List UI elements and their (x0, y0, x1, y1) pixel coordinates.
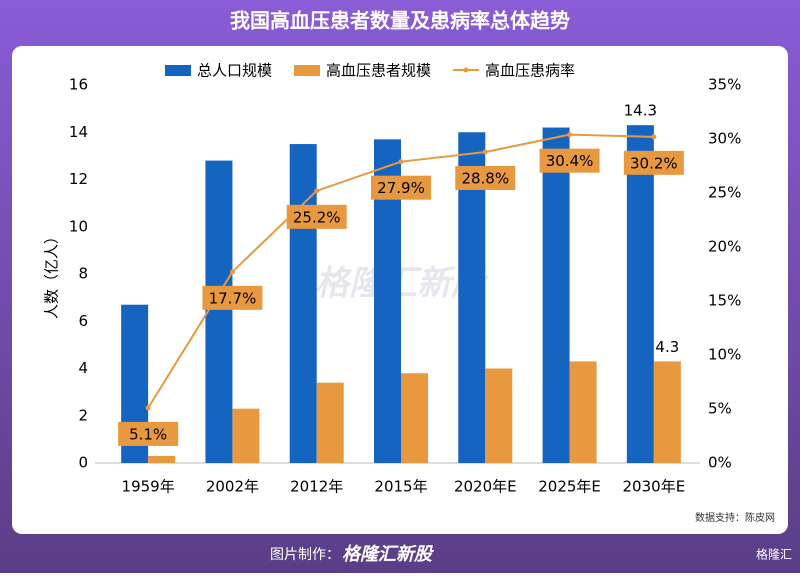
value-label-box (371, 175, 431, 200)
y-tick-label: 10 (69, 217, 88, 235)
bar (569, 361, 597, 463)
value-label: 5.1% (129, 425, 167, 443)
legend-label: 总人口规模 (197, 62, 272, 80)
x-tick-label: 2012年 (290, 478, 343, 496)
line-point (398, 159, 404, 165)
x-tick-label: 2020年E (454, 478, 517, 496)
line-point (482, 149, 488, 155)
legend-swatch (294, 65, 321, 76)
value-label: 27.9% (377, 179, 425, 197)
footer-brand: 格隆汇新股 (342, 544, 434, 565)
legend-label: 高血压患病率 (485, 62, 575, 80)
y2-tick-label: 35% (708, 76, 741, 94)
legend-label: 高血压患者规模 (326, 62, 431, 80)
y-tick-label: 8 (78, 265, 88, 283)
bar (232, 408, 260, 463)
y-tick-label: 6 (78, 312, 88, 330)
line-point (651, 134, 657, 140)
value-label: 17.7% (209, 289, 257, 307)
legend-marker (463, 67, 469, 73)
y-tick-label: 16 (69, 76, 88, 94)
value-label-box (202, 285, 263, 310)
value-label-box (455, 165, 516, 190)
line-point (229, 269, 235, 275)
y-tick-label: 14 (69, 123, 88, 141)
y2-tick-label: 0% (708, 454, 732, 472)
bar (148, 455, 176, 463)
footer-label: 图片制作： (270, 547, 340, 563)
line-point (314, 188, 320, 194)
bar (626, 125, 654, 463)
x-tick-label: 2015年 (374, 478, 427, 496)
x-tick-label: 2002年 (206, 478, 259, 496)
bar (653, 361, 681, 463)
value-label-box (539, 148, 600, 173)
bar (485, 368, 513, 463)
bar (316, 382, 344, 463)
y2-tick-label: 5% (708, 400, 732, 418)
x-tick-label: 1959年 (122, 478, 175, 496)
x-tick-label: 2030年E (623, 478, 686, 496)
line-point (567, 132, 573, 138)
y2-tick-label: 10% (708, 346, 741, 364)
value-label-box (118, 421, 179, 446)
y2-tick-label: 20% (708, 238, 741, 256)
value-label: 30.2% (630, 154, 678, 172)
value-label: 14.3 (624, 102, 657, 120)
y-axis-label: 人数（亿人） (43, 229, 61, 319)
line-point (145, 405, 151, 411)
y-tick-label: 4 (78, 359, 88, 377)
x-tick-label: 2025年E (538, 478, 601, 496)
footer-corner: 格隆汇 (756, 547, 792, 562)
bar (205, 160, 233, 463)
y-tick-label: 2 (78, 406, 88, 424)
bar (542, 127, 570, 464)
y-tick-label: 0 (78, 454, 88, 472)
value-label: 30.4% (546, 152, 594, 170)
value-label: 28.8% (461, 169, 509, 187)
value-label-box (623, 150, 684, 175)
value-label-box (286, 204, 347, 229)
bar (401, 373, 428, 463)
bar (289, 144, 317, 463)
value-label: 25.2% (293, 208, 341, 226)
title: 我国高血压患者数量及患病率总体趋势 (230, 9, 570, 33)
y2-tick-label: 25% (708, 184, 741, 202)
y-tick-label: 12 (69, 170, 88, 188)
legend-swatch (165, 65, 191, 76)
y2-tick-label: 15% (708, 292, 741, 310)
y2-tick-label: 30% (708, 130, 741, 148)
source: 数据支持：陈皮网 (695, 511, 775, 524)
value-label: 4.3 (655, 338, 679, 356)
